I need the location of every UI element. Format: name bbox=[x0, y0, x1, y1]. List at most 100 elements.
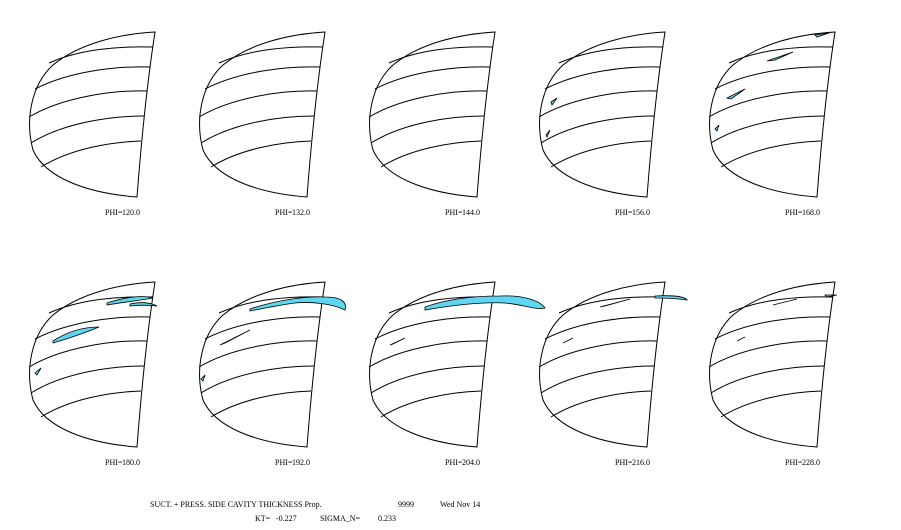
blade-outline bbox=[29, 31, 156, 198]
cavity bbox=[550, 97, 558, 106]
radial-section bbox=[380, 390, 482, 418]
phi-label: PHI= bbox=[105, 458, 123, 467]
blade-outline bbox=[539, 281, 666, 448]
cavity bbox=[249, 296, 346, 312]
kt-label: KT= bbox=[255, 514, 271, 523]
blade-panel: PHI= 156.0 bbox=[538, 31, 666, 217]
radial-section bbox=[540, 365, 655, 394]
radial-section bbox=[210, 140, 312, 168]
blade-panel: PHI= 168.0 bbox=[708, 31, 836, 217]
radial-section bbox=[708, 340, 828, 368]
phi-label: PHI= bbox=[785, 208, 803, 217]
blade-panel: PHI= 216.0 bbox=[538, 281, 688, 467]
radial-section bbox=[710, 365, 825, 394]
radial-section bbox=[710, 115, 825, 144]
cavity bbox=[34, 367, 42, 376]
cavity bbox=[52, 326, 100, 344]
phi-label: PHI= bbox=[445, 458, 463, 467]
radial-section bbox=[380, 140, 482, 168]
radial-section bbox=[388, 46, 494, 64]
radial-section bbox=[210, 390, 312, 418]
radial-section bbox=[538, 90, 658, 118]
blade-panel: PHI= 192.0 bbox=[198, 281, 346, 467]
cavity bbox=[562, 337, 574, 344]
cavity bbox=[129, 302, 158, 307]
blade-panel: PHI= 144.0 bbox=[368, 31, 496, 217]
phi-value: 144.0 bbox=[462, 208, 480, 217]
cavity bbox=[106, 296, 154, 306]
phi-value: 228.0 bbox=[802, 458, 820, 467]
footer-title: SUCT. + PRESS. SIDE CAVITY THICKNESS Pro… bbox=[150, 500, 322, 509]
radial-section bbox=[540, 115, 655, 144]
blade-panel: PHI= 120.0 bbox=[28, 31, 156, 217]
radial-section bbox=[30, 115, 145, 144]
blade-panel: PHI= 228.0 bbox=[708, 281, 838, 467]
blade-outline bbox=[29, 281, 156, 448]
blade-outline bbox=[199, 31, 326, 198]
radial-section bbox=[714, 316, 831, 340]
phi-label: PHI= bbox=[615, 208, 633, 217]
radial-section bbox=[204, 316, 321, 340]
radial-section bbox=[720, 140, 822, 168]
cavity bbox=[736, 336, 746, 342]
cavity bbox=[599, 298, 631, 308]
radial-section bbox=[550, 390, 652, 418]
radial-section bbox=[368, 90, 488, 118]
blade-outline bbox=[709, 281, 836, 448]
phi-label: PHI= bbox=[105, 208, 123, 217]
radial-section bbox=[374, 316, 491, 340]
kt-value: -0.227 bbox=[276, 514, 297, 523]
radial-section bbox=[550, 140, 652, 168]
radial-section bbox=[374, 66, 491, 90]
phi-value: 216.0 bbox=[632, 458, 650, 467]
radial-section bbox=[544, 66, 661, 90]
cavity bbox=[814, 32, 830, 38]
blade-outline bbox=[539, 31, 666, 198]
footer-date: Wed Nov 14 bbox=[440, 500, 480, 509]
cavity bbox=[389, 337, 406, 346]
cavity bbox=[219, 329, 251, 346]
phi-value: 204.0 bbox=[462, 458, 480, 467]
radial-section bbox=[720, 390, 822, 418]
cavity bbox=[200, 374, 206, 382]
cavity bbox=[424, 295, 546, 311]
radial-section bbox=[218, 46, 324, 64]
phi-label: PHI= bbox=[785, 458, 803, 467]
radial-section bbox=[368, 340, 488, 368]
phi-value: 120.0 bbox=[122, 208, 140, 217]
phi-value: 192.0 bbox=[292, 458, 310, 467]
radial-section bbox=[48, 46, 154, 64]
radial-section bbox=[544, 316, 661, 340]
phi-label: PHI= bbox=[275, 458, 293, 467]
radial-section bbox=[34, 316, 151, 340]
radial-section bbox=[558, 296, 664, 314]
radial-section bbox=[370, 115, 485, 144]
radial-section bbox=[40, 390, 142, 418]
radial-section bbox=[28, 340, 148, 368]
radial-section bbox=[558, 46, 664, 64]
radial-section bbox=[200, 365, 315, 394]
cavity bbox=[545, 129, 551, 138]
phi-label: PHI= bbox=[275, 208, 293, 217]
blade-panel: PHI= 132.0 bbox=[198, 31, 326, 217]
radial-section bbox=[30, 365, 145, 394]
radial-section bbox=[40, 140, 142, 168]
blade-outline bbox=[709, 31, 836, 198]
radial-section bbox=[198, 90, 318, 118]
phi-label: PHI= bbox=[615, 458, 633, 467]
footer-prop: 9999 bbox=[398, 500, 414, 509]
phi-value: 180.0 bbox=[122, 458, 140, 467]
cavity bbox=[766, 51, 794, 62]
phi-label: PHI= bbox=[445, 208, 463, 217]
phi-value: 156.0 bbox=[632, 208, 650, 217]
blade-panel: PHI= 204.0 bbox=[368, 281, 546, 467]
radial-section bbox=[728, 46, 834, 64]
phi-value: 168.0 bbox=[802, 208, 820, 217]
radial-section bbox=[200, 115, 315, 144]
radial-section bbox=[708, 90, 828, 118]
blade-outline bbox=[369, 281, 496, 448]
blade-panel: PHI= 180.0 bbox=[28, 281, 158, 467]
cavity bbox=[725, 88, 746, 100]
cavity bbox=[824, 294, 838, 298]
